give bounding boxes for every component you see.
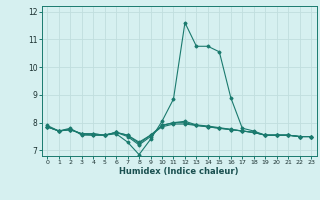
X-axis label: Humidex (Indice chaleur): Humidex (Indice chaleur) <box>119 167 239 176</box>
